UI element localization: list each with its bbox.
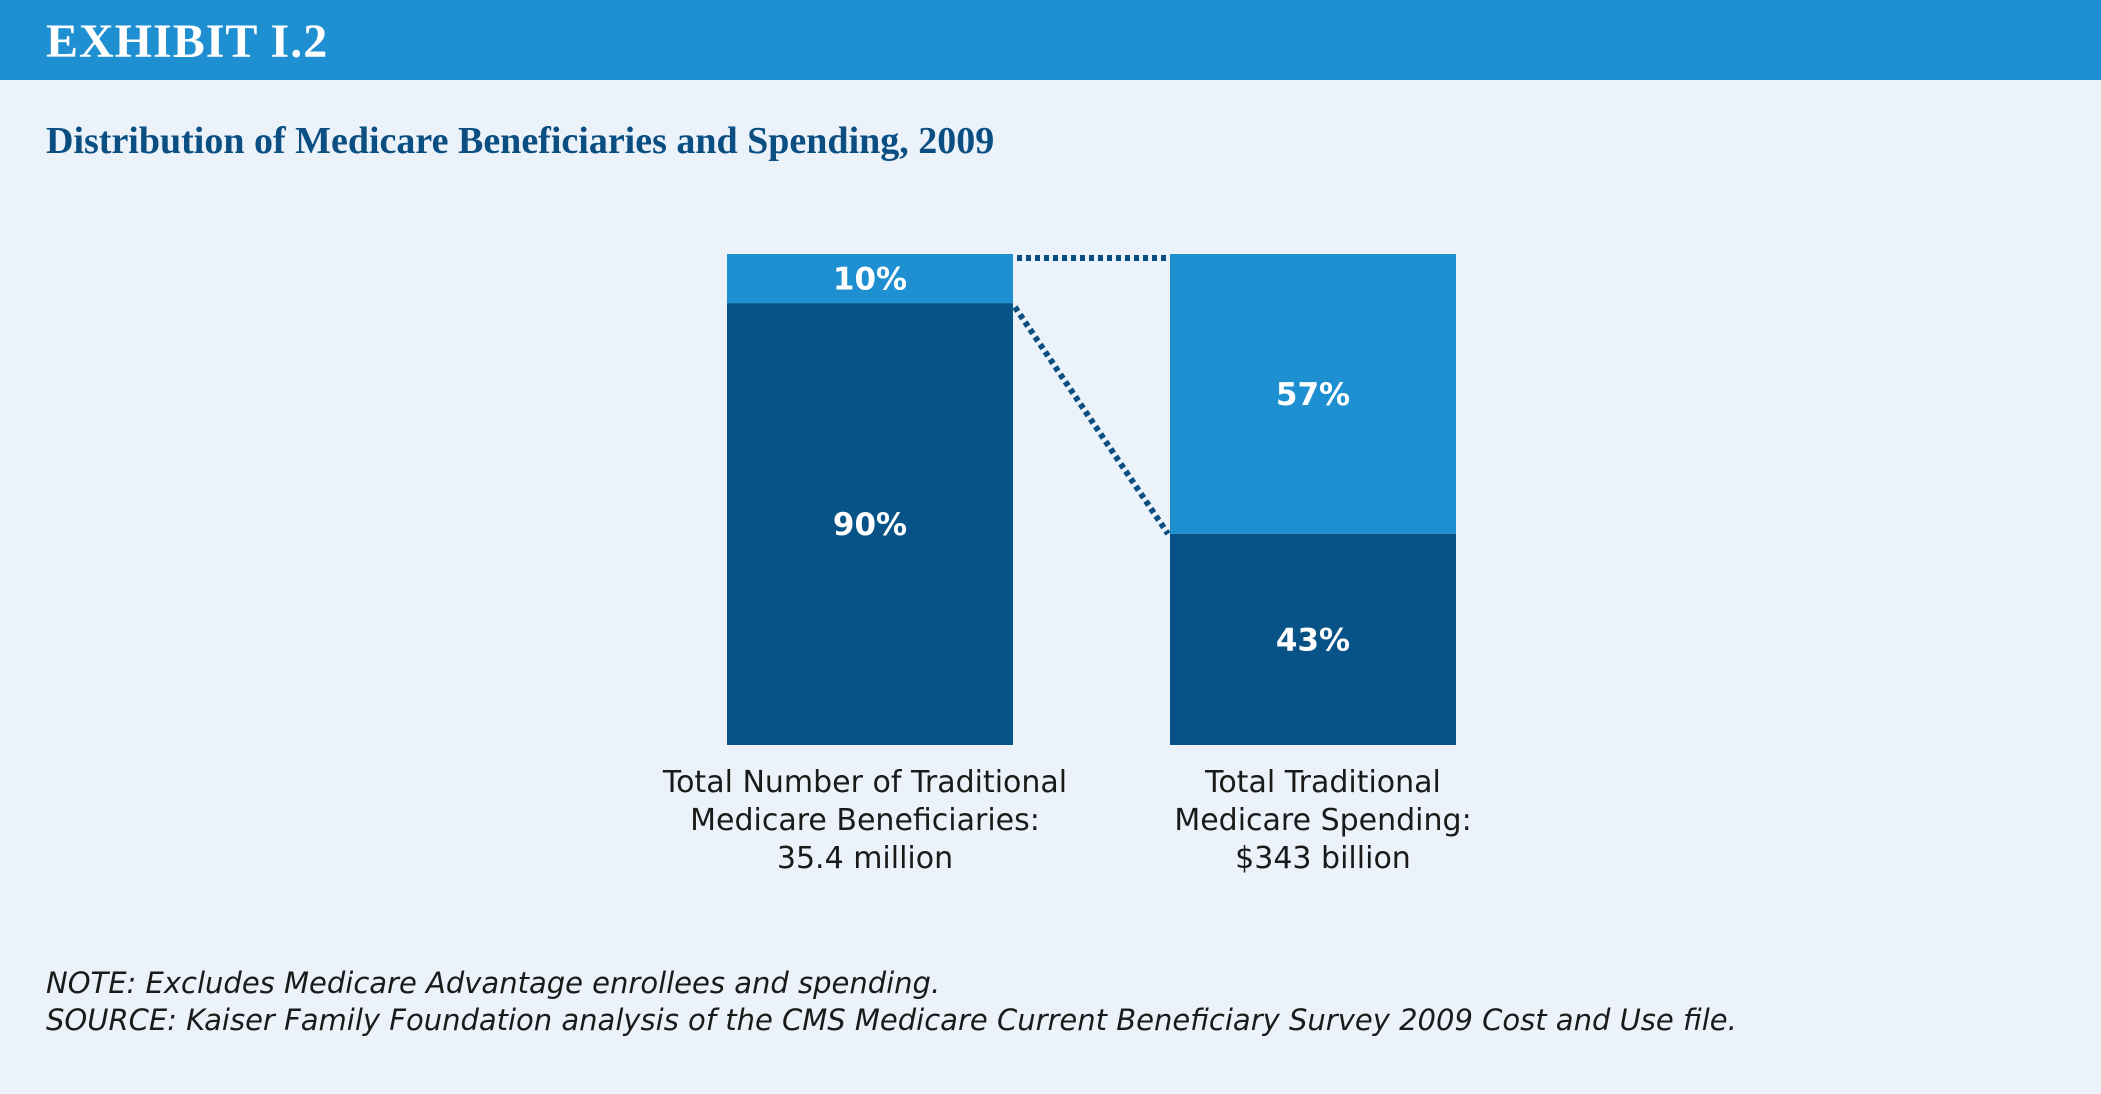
category-label-beneficiaries: Total Number of Traditional Medicare Ben… [605,764,1125,878]
bar-segment [727,254,1013,304]
note-text: NOTE: Excludes Medicare Advantage enroll… [46,966,941,1000]
chart-title: Distribution of Medicare Beneficiaries a… [46,120,995,162]
category-label-line: Total Number of Traditional [662,765,1068,800]
category-label-line: 35.4 million [776,841,954,876]
header-bar: EXHIBIT I.2 [0,0,2101,80]
dotted-connector-line [1012,305,1171,536]
bar-segment [1170,254,1456,534]
category-label-line: Medicare Beneficiaries: [690,803,1040,838]
category-label-spending: Total Traditional Medicare Spending: $34… [1063,764,1583,878]
bar-segment [1170,533,1456,745]
bar-data-label: 57% [1276,377,1350,413]
bar-data-label: 90% [833,507,907,543]
category-label-line: $343 billion [1235,841,1411,876]
exhibit-label: EXHIBIT I.2 [46,15,329,68]
bar-data-label: 10% [833,262,907,298]
bar-segment [727,303,1013,745]
category-label-line: Total Traditional [1205,765,1441,800]
category-label-line: Medicare Spending: [1174,803,1472,838]
source-text: SOURCE: Kaiser Family Foundation analysi… [46,1003,1737,1037]
bar-data-label: 43% [1276,622,1350,658]
